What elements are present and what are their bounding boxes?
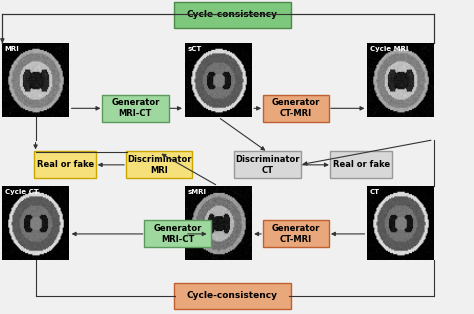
Text: Real or fake: Real or fake	[36, 160, 94, 169]
Text: CT: CT	[370, 189, 380, 195]
FancyBboxPatch shape	[174, 2, 291, 28]
FancyBboxPatch shape	[34, 151, 96, 178]
Text: Cycle-consistency: Cycle-consistency	[187, 10, 278, 19]
Text: Generator
MRI-CT: Generator MRI-CT	[153, 224, 202, 244]
Text: Discriminator
CT: Discriminator CT	[235, 155, 300, 175]
Text: Cycle CT: Cycle CT	[5, 189, 38, 195]
FancyBboxPatch shape	[144, 220, 211, 247]
Text: sMRI: sMRI	[187, 189, 206, 195]
Text: Generator
CT-MRI: Generator CT-MRI	[272, 98, 320, 118]
FancyBboxPatch shape	[174, 283, 291, 309]
Text: MRI: MRI	[5, 46, 19, 52]
FancyBboxPatch shape	[126, 151, 192, 178]
Text: Cycle-consistency: Cycle-consistency	[187, 291, 278, 300]
Text: sCT: sCT	[187, 46, 201, 52]
FancyBboxPatch shape	[102, 95, 169, 122]
Text: Real or fake: Real or fake	[333, 160, 390, 169]
FancyBboxPatch shape	[263, 220, 329, 247]
Text: Generator
MRI-CT: Generator MRI-CT	[111, 98, 160, 118]
FancyBboxPatch shape	[263, 95, 329, 122]
Text: Cycle MRI: Cycle MRI	[370, 46, 408, 52]
Text: Generator
CT-MRI: Generator CT-MRI	[272, 224, 320, 244]
FancyBboxPatch shape	[330, 151, 392, 178]
FancyBboxPatch shape	[234, 151, 301, 178]
Text: Discriminator
MRI: Discriminator MRI	[127, 155, 191, 175]
